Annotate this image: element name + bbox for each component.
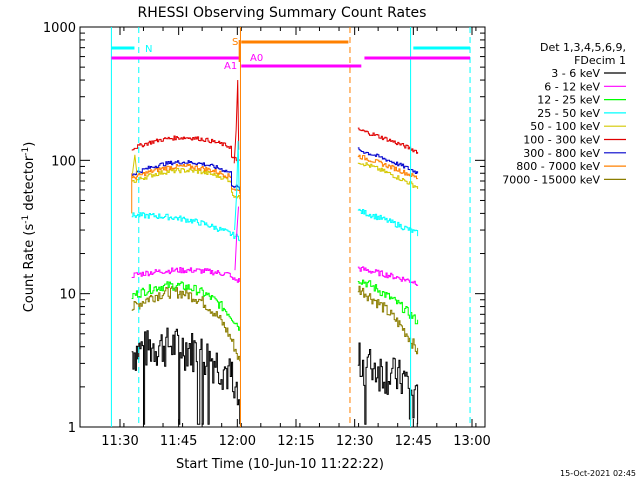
series-line-magenta [357, 266, 419, 286]
series-line-magenta [131, 267, 241, 283]
x-axis-label: Start Time (10-Jun-10 11:22:22) [176, 457, 384, 472]
legend-item-label: 6 - 12 keV [544, 80, 600, 93]
series-line-gold [357, 162, 419, 189]
flags-group: N S A0 A1 [110, 27, 471, 427]
legend-item-label: 300 - 800 keV [523, 147, 600, 160]
series-spike-magenta [234, 206, 240, 271]
series-spike-red [233, 80, 240, 164]
flag-label-S: S [232, 37, 238, 48]
x-tick-label: 13:00 [453, 434, 490, 449]
chart-title: RHESSI Observing Summary Count Rates [138, 5, 427, 21]
legend-item-label: 100 - 300 keV [523, 134, 600, 147]
series-line-blue [131, 160, 241, 191]
legend-header: FDecim 1 [574, 54, 626, 67]
x-tick-label: 12:00 [219, 434, 256, 449]
y-axis-label: Count Rate (s-1 detector-1) [21, 142, 37, 313]
y-tick-label: 1000 [43, 21, 76, 36]
y-tick-label: 10 [59, 288, 76, 303]
flag-label-A1: A1 [224, 61, 237, 72]
legend-header: Det 1,3,4,5,6,9, [540, 41, 626, 54]
legend-item-label: 50 - 100 keV [530, 120, 600, 133]
x-tick-label: 12:45 [395, 434, 432, 449]
plot-frame [79, 26, 486, 428]
legend-item-label: 25 - 50 keV [537, 107, 600, 120]
series-line-cyan [357, 208, 419, 237]
data-group [131, 80, 419, 425]
series-line-orange [131, 163, 241, 194]
flag-label-A0: A0 [250, 53, 263, 64]
series-line-cyan [131, 212, 241, 242]
series-line-gold [131, 167, 241, 200]
footer-date: 15-Oct-2021 02:45 [560, 469, 636, 478]
x-tick-label: 12:30 [336, 434, 373, 449]
series-spike-cyan [234, 140, 240, 231]
x-tick-label: 11:45 [160, 434, 197, 449]
y-axis-label-part3: ) [22, 142, 37, 147]
legend-item-label: 3 - 6 keV [551, 67, 600, 80]
series-line-green [131, 281, 241, 331]
series-line-blue [357, 147, 419, 174]
flag-label-N: N [145, 44, 152, 55]
series-line-red [357, 127, 419, 154]
x-tick-label: 11:30 [101, 434, 138, 449]
y-axis-label-part2: detector [22, 155, 37, 215]
y-tick-label: 100 [51, 154, 76, 169]
series-line-black [357, 342, 419, 425]
series-start-spike-gold [132, 154, 138, 174]
legend-item-label: 12 - 25 keV [537, 94, 600, 107]
y-axis-label-sup2: -1 [21, 147, 31, 156]
series-line-orange [357, 154, 419, 180]
series-line-black [131, 327, 241, 425]
y-axis-label-sup1: -1 [21, 215, 31, 224]
y-axis-label-part1: Count Rate (s [22, 224, 37, 313]
y-tick-label: 1 [68, 421, 76, 436]
axes-group: 1 10 100 1000 11:30 11:45 12:00 12:15 12:30 12:45… [43, 21, 491, 449]
svg-text:Count Rate (s-1 detector-1): Count Rate (s-1 detector-1) [21, 142, 37, 313]
legend-item-label: 800 - 7000 keV [516, 160, 600, 173]
series-line-green [357, 279, 419, 325]
series-line-olive [357, 285, 419, 355]
series-line-red [131, 135, 241, 163]
legend-item-label: 7000 - 15000 keV [502, 173, 600, 186]
x-tick-label: 12:15 [277, 434, 314, 449]
